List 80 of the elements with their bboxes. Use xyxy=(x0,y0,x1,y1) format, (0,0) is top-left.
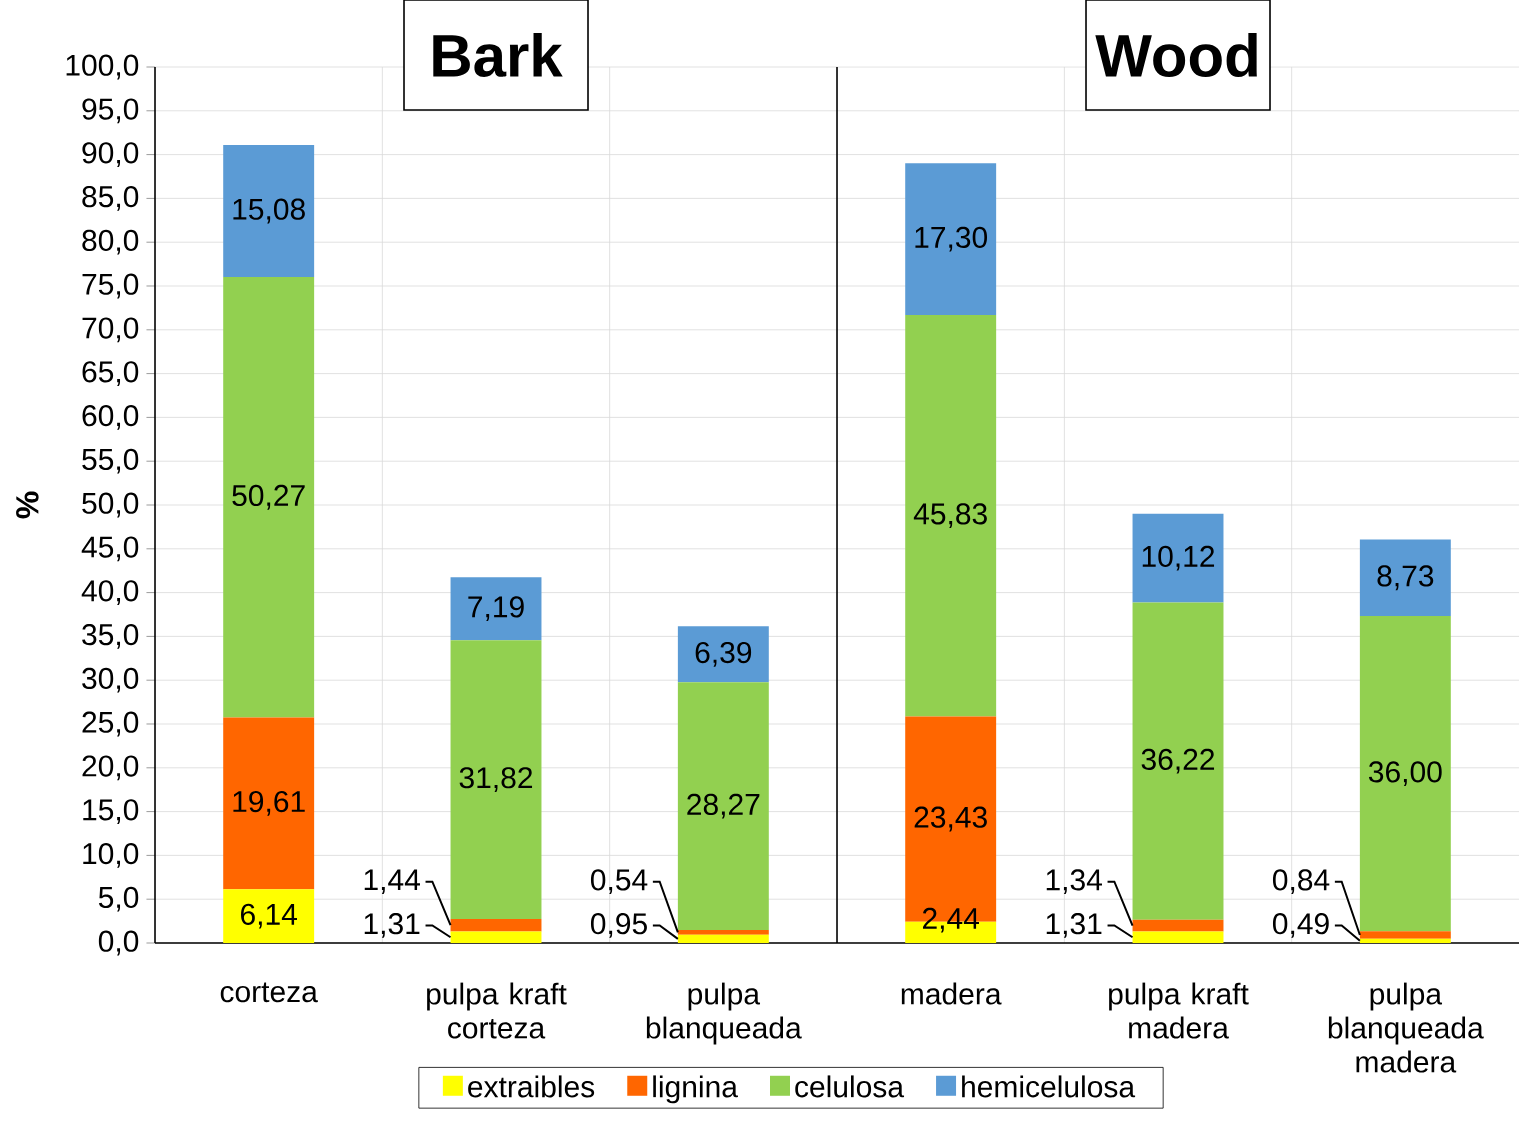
y-tick-label: 85,0 xyxy=(82,186,139,211)
legend-label: lignina xyxy=(653,1075,738,1104)
chart-title: Wood xyxy=(1095,32,1257,78)
y-tick-label: 5,0 xyxy=(98,886,139,912)
y-tick-label: 35,0 xyxy=(82,624,139,649)
data-label: 0,54 xyxy=(590,869,648,895)
data-label: 10,12 xyxy=(1142,545,1215,571)
y-tick-label: 15,0 xyxy=(83,799,139,824)
bar xyxy=(677,929,769,935)
y-tick-label: 95,0 xyxy=(82,98,139,124)
data-label: 50,27 xyxy=(232,484,305,510)
y-tick-label: 25,0 xyxy=(82,711,139,737)
data-label: 8,73 xyxy=(1377,565,1434,591)
bar xyxy=(450,918,542,932)
y-tick-label: 100,0 xyxy=(66,54,139,80)
x-tick-label: pulpa blanqueada xyxy=(646,982,802,1045)
bar xyxy=(223,277,315,718)
y-axis-title: % xyxy=(16,491,39,519)
y-tick-label: 65,0 xyxy=(82,361,139,386)
bar xyxy=(1132,931,1224,943)
chart-title: Bark xyxy=(433,32,563,78)
data-label: 0,49 xyxy=(1272,913,1329,938)
y-tick-label: 40,0 xyxy=(81,580,139,605)
data-label: 28,27 xyxy=(687,793,760,819)
data-label: 1,44 xyxy=(364,869,420,894)
bar xyxy=(1359,938,1451,943)
data-label: 0,95 xyxy=(590,913,647,938)
data-label: 1,31 xyxy=(364,913,420,938)
data-label: 0,84 xyxy=(1272,869,1330,895)
y-tick-label: 70,0 xyxy=(82,317,139,343)
bar xyxy=(677,626,769,683)
data-label: 45,83 xyxy=(913,503,987,529)
y-tick-label: 55,0 xyxy=(82,448,139,474)
bar xyxy=(450,577,542,641)
data-label: 17,30 xyxy=(915,226,988,252)
data-label: 1,31 xyxy=(1046,913,1102,938)
x-tick-label: pulpa kraft corteza xyxy=(427,982,567,1039)
bar xyxy=(223,889,315,943)
x-tick-label: madera xyxy=(901,982,1002,1005)
data-label: 15,08 xyxy=(233,198,305,224)
data-label: 7,19 xyxy=(468,596,524,622)
data-label: 6,39 xyxy=(695,641,752,667)
bar xyxy=(905,314,997,717)
bar xyxy=(1359,615,1451,932)
data-label: 36,00 xyxy=(1368,761,1442,787)
bar xyxy=(223,717,315,890)
bar xyxy=(1132,602,1224,920)
bar xyxy=(677,934,769,943)
data-label: 31,82 xyxy=(459,767,533,792)
y-tick-label: 60,0 xyxy=(82,405,139,430)
data-label: 2,44 xyxy=(922,907,979,933)
y-tick-label: 45,0 xyxy=(81,536,139,562)
bar xyxy=(905,163,997,315)
x-tick-label: corteza xyxy=(220,982,318,1003)
bar xyxy=(450,640,542,919)
y-tick-label: 50,0 xyxy=(82,492,139,518)
y-tick-label: 75,0 xyxy=(82,273,139,299)
y-tick-label: 80,0 xyxy=(82,229,139,255)
legend-label: extraibles xyxy=(468,1075,595,1098)
x-tick-label: pulpa kraft madera xyxy=(1109,982,1249,1039)
y-tick-label: 0,0 xyxy=(98,930,139,956)
bar xyxy=(450,931,542,943)
y-tick-label: 90,0 xyxy=(82,142,139,167)
bar xyxy=(1132,513,1224,603)
bar xyxy=(1359,539,1451,616)
y-tick-label: 10,0 xyxy=(83,843,139,868)
bar xyxy=(223,144,315,278)
data-label: 36,22 xyxy=(1141,748,1215,774)
bar xyxy=(677,682,769,930)
y-tick-label: 30,0 xyxy=(82,667,139,693)
y-tick-label: 20,0 xyxy=(82,755,139,781)
data-label: 6,14 xyxy=(241,903,297,929)
data-label: 23,43 xyxy=(914,806,987,832)
data-label: 1,34 xyxy=(1046,869,1102,895)
bar xyxy=(1359,931,1451,939)
legend-label: hemicelulosa xyxy=(962,1075,1136,1098)
x-tick-label: pulpa blanqueada madera xyxy=(1328,982,1484,1073)
legend-label: celulosa xyxy=(795,1075,905,1098)
data-label: 19,61 xyxy=(233,790,305,816)
bar xyxy=(1132,919,1224,932)
